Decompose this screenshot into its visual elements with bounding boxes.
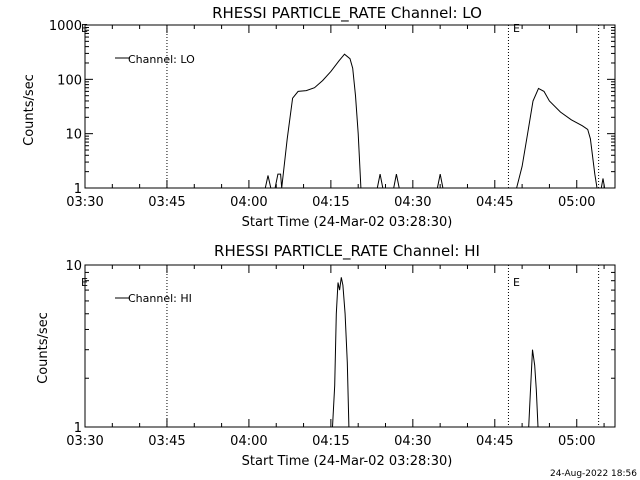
y-tick-label-lo-1: 10	[65, 128, 82, 143]
y-tick-label-hi-0: 1	[74, 421, 82, 436]
y-tick-label-lo-0: 1	[74, 182, 82, 197]
x-tick-label-hi-0: 03:30	[66, 434, 103, 449]
x-axis-label-hi: Start Time (24-Mar-02 03:28:30)	[242, 454, 453, 469]
x-tick-label-hi-5: 04:45	[476, 434, 513, 449]
y-axis-label-hi: Counts/sec	[36, 312, 51, 384]
y-axis-label-lo: Counts/sec	[22, 74, 37, 146]
plot-frame-lo	[84, 24, 616, 189]
x-tick-label-lo-0: 03:30	[66, 195, 103, 210]
x-tick-label-lo-6: 05:00	[558, 195, 595, 210]
x-tick-label-lo-1: 03:45	[148, 195, 185, 210]
x-tick-label-hi-3: 04:15	[312, 434, 349, 449]
y-tick-label-hi-1: 10	[65, 259, 82, 274]
x-tick-label-lo-5: 04:45	[476, 195, 513, 210]
plot-frame-hi	[84, 264, 616, 428]
y-tick-label-lo-2: 100	[57, 73, 82, 88]
legend-label-hi: Channel: HI	[128, 292, 192, 305]
timestamp: 24-Aug-2022 18:56	[550, 469, 637, 479]
marker-label-hi: E	[513, 276, 520, 289]
x-tick-label-hi-6: 05:00	[558, 434, 595, 449]
x-tick-label-hi-2: 04:00	[230, 434, 267, 449]
series-line-lo-0	[85, 53, 615, 189]
x-tick-label-lo-3: 04:15	[312, 195, 349, 210]
x-axis-label-lo: Start Time (24-Mar-02 03:28:30)	[242, 215, 453, 230]
chart-title-hi: RHESSI PARTICLE_RATE Channel: HI	[214, 242, 480, 261]
x-tick-label-hi-4: 04:30	[394, 434, 431, 449]
marker-label-lo: E	[513, 22, 520, 35]
x-tick-label-lo-2: 04:00	[230, 195, 267, 210]
x-tick-label-hi-1: 03:45	[148, 434, 185, 449]
series-line-hi-0	[85, 277, 615, 428]
legend-label-lo: Channel: LO	[128, 53, 195, 66]
y-tick-label-lo-3: 1000	[49, 19, 82, 34]
x-tick-label-lo-4: 04:30	[394, 195, 431, 210]
chart-title-lo: RHESSI PARTICLE_RATE Channel: LO	[212, 4, 482, 23]
